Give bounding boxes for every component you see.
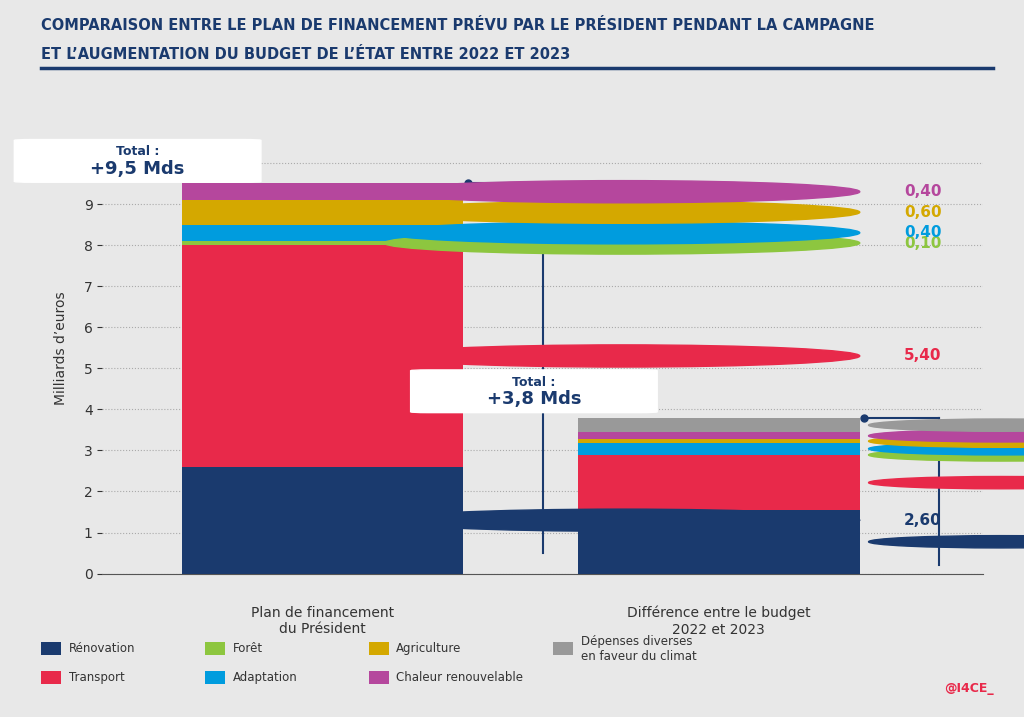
Circle shape [384, 509, 860, 531]
Text: COMPARAISON ENTRE LE PLAN DE FINANCEMENT PRÉVU PAR LE PRÉSIDENT PENDANT LA CAMPA: COMPARAISON ENTRE LE PLAN DE FINANCEMENT… [41, 18, 874, 33]
Text: en faveur du climat: en faveur du climat [581, 650, 696, 663]
Text: Total :: Total : [512, 376, 556, 389]
Circle shape [868, 435, 1024, 447]
Text: Transport: Transport [69, 671, 124, 684]
Bar [578, 443, 860, 455]
FancyBboxPatch shape [14, 140, 261, 182]
Text: +3,8 Mds: +3,8 Mds [486, 391, 582, 409]
Text: 0,40: 0,40 [904, 225, 941, 240]
Circle shape [868, 429, 1024, 442]
Text: Adaptation: Adaptation [232, 671, 297, 684]
Text: 5,40: 5,40 [904, 348, 941, 364]
Text: +9,5 Mds: +9,5 Mds [90, 160, 184, 178]
Bar [578, 455, 860, 510]
Circle shape [384, 181, 860, 203]
Circle shape [868, 477, 1024, 489]
Text: 0,60: 0,60 [904, 205, 941, 219]
Bar [578, 440, 860, 443]
Text: Plan de financement
du Président: Plan de financement du Président [251, 606, 394, 636]
Bar [578, 510, 860, 574]
Circle shape [384, 232, 860, 254]
Text: ET L’AUGMENTATION DU BUDGET DE L’ÉTAT ENTRE 2022 ET 2023: ET L’AUGMENTATION DU BUDGET DE L’ÉTAT EN… [41, 47, 570, 62]
Circle shape [868, 442, 1024, 455]
Bar [181, 184, 464, 200]
FancyBboxPatch shape [411, 370, 657, 412]
Circle shape [868, 449, 1024, 461]
Circle shape [868, 419, 1024, 432]
Y-axis label: Milliards d’euros: Milliards d’euros [54, 291, 69, 404]
Text: Total :: Total : [116, 146, 160, 158]
Circle shape [868, 536, 1024, 548]
Bar [181, 224, 464, 241]
Text: Chaleur renouvelable: Chaleur renouvelable [396, 671, 523, 684]
Text: 2,60: 2,60 [904, 513, 941, 528]
Text: 0,10: 0,10 [904, 235, 941, 250]
Bar [181, 241, 464, 245]
Text: Différence entre le budget
2022 et 2023: Différence entre le budget 2022 et 2023 [627, 606, 811, 637]
Circle shape [384, 222, 860, 244]
Circle shape [384, 345, 860, 367]
Circle shape [384, 201, 860, 223]
Text: 0,40: 0,40 [904, 184, 941, 199]
Bar [578, 418, 860, 432]
Text: Rénovation: Rénovation [69, 642, 135, 655]
Bar [181, 245, 464, 467]
Bar [181, 200, 464, 224]
Text: @I4CE_: @I4CE_ [944, 682, 993, 695]
Bar [578, 432, 860, 440]
Text: Forêt: Forêt [232, 642, 262, 655]
Text: Agriculture: Agriculture [396, 642, 462, 655]
Text: Dépenses diverses: Dépenses diverses [581, 635, 692, 648]
Bar [181, 467, 464, 574]
